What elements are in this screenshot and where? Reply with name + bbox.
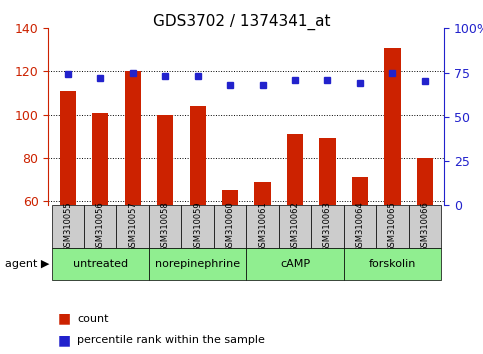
Text: percentile rank within the sample: percentile rank within the sample bbox=[77, 335, 265, 345]
Text: GSM310057: GSM310057 bbox=[128, 201, 137, 252]
Text: untreated: untreated bbox=[72, 259, 128, 269]
Text: count: count bbox=[77, 314, 109, 324]
FancyBboxPatch shape bbox=[311, 205, 344, 248]
Text: forskolin: forskolin bbox=[369, 259, 416, 269]
Bar bbox=[417, 158, 433, 205]
Text: GSM310064: GSM310064 bbox=[355, 201, 365, 252]
FancyBboxPatch shape bbox=[344, 205, 376, 248]
Text: GDS3702 / 1374341_at: GDS3702 / 1374341_at bbox=[153, 14, 330, 30]
Text: ■: ■ bbox=[58, 312, 71, 326]
FancyBboxPatch shape bbox=[214, 205, 246, 248]
FancyBboxPatch shape bbox=[149, 205, 182, 248]
FancyBboxPatch shape bbox=[149, 248, 246, 280]
Bar bbox=[352, 177, 368, 205]
FancyBboxPatch shape bbox=[376, 205, 409, 248]
FancyBboxPatch shape bbox=[182, 205, 214, 248]
FancyBboxPatch shape bbox=[52, 248, 149, 280]
Text: GSM310059: GSM310059 bbox=[193, 201, 202, 252]
FancyBboxPatch shape bbox=[116, 205, 149, 248]
Text: GSM310061: GSM310061 bbox=[258, 201, 267, 252]
Text: cAMP: cAMP bbox=[280, 259, 310, 269]
Text: GSM310058: GSM310058 bbox=[161, 201, 170, 252]
FancyBboxPatch shape bbox=[246, 248, 344, 280]
Bar bbox=[157, 115, 173, 205]
Bar bbox=[384, 48, 400, 205]
Bar bbox=[60, 91, 76, 205]
Bar bbox=[255, 182, 270, 205]
Text: GSM310060: GSM310060 bbox=[226, 201, 235, 252]
Bar bbox=[92, 113, 108, 205]
Text: ■: ■ bbox=[58, 333, 71, 347]
Text: norepinephrine: norepinephrine bbox=[155, 259, 240, 269]
Bar bbox=[222, 190, 238, 205]
Bar bbox=[287, 134, 303, 205]
Text: GSM310055: GSM310055 bbox=[63, 201, 72, 252]
FancyBboxPatch shape bbox=[246, 205, 279, 248]
FancyBboxPatch shape bbox=[344, 248, 441, 280]
Bar bbox=[189, 106, 206, 205]
FancyBboxPatch shape bbox=[279, 205, 311, 248]
FancyBboxPatch shape bbox=[409, 205, 441, 248]
Text: GSM310066: GSM310066 bbox=[420, 201, 429, 252]
Text: GSM310062: GSM310062 bbox=[291, 201, 299, 252]
Bar bbox=[319, 138, 336, 205]
Text: GSM310056: GSM310056 bbox=[96, 201, 105, 252]
Bar bbox=[125, 72, 141, 205]
FancyBboxPatch shape bbox=[52, 205, 84, 248]
Text: GSM310065: GSM310065 bbox=[388, 201, 397, 252]
FancyBboxPatch shape bbox=[84, 205, 116, 248]
Text: agent ▶: agent ▶ bbox=[5, 259, 49, 269]
Text: GSM310063: GSM310063 bbox=[323, 201, 332, 252]
